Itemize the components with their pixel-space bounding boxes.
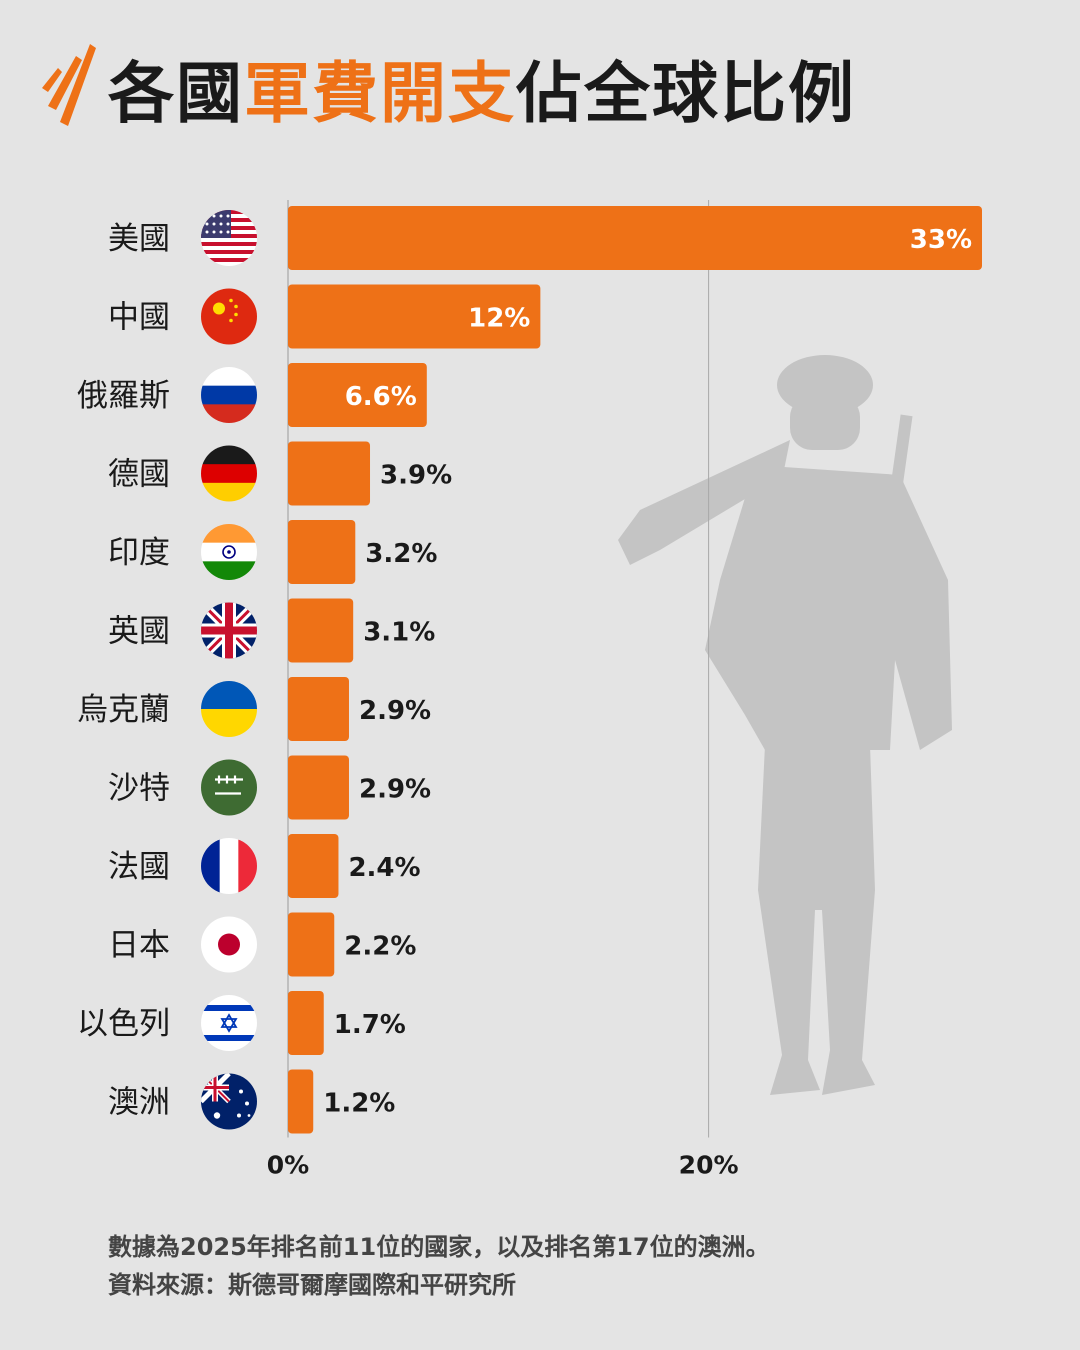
bar-chart: 美國 33% 中國 12% 俄羅斯 6.6% 德國 3.9% 印度 3.2% 英國 3.1% 烏克蘭 2.… xyxy=(77,200,982,1180)
bar xyxy=(288,991,324,1055)
china-flag-icon xyxy=(201,288,257,345)
value-label: 6.6% xyxy=(345,382,417,412)
bar xyxy=(288,1069,314,1134)
value-label: 3.1% xyxy=(363,618,435,648)
bar xyxy=(288,284,541,349)
category-label: 日本 xyxy=(108,928,170,964)
title-highlight: 軍費開支 xyxy=(244,55,516,132)
title-part1: 各國 xyxy=(108,55,244,132)
category-label: 英國 xyxy=(108,614,170,650)
bars-group: 美國 33% 中國 12% 俄羅斯 6.6% 德國 3.9% 印度 3.2% 英國 3.1% 烏克蘭 2.… xyxy=(77,206,982,1134)
value-label: 2.4% xyxy=(348,853,420,883)
bar-row: 中國 12% xyxy=(108,284,541,349)
bar-row: 英國 3.1% xyxy=(108,598,435,663)
ukraine-flag-icon xyxy=(201,681,257,737)
page-title: 各國軍費開支佔全球比例 xyxy=(108,55,856,132)
germany-flag-icon xyxy=(201,445,257,502)
bar xyxy=(288,834,339,898)
category-label: 印度 xyxy=(108,535,170,571)
bar xyxy=(288,520,356,584)
india-flag-icon xyxy=(201,524,257,580)
us-flag-icon xyxy=(201,210,257,266)
bar-row: 法國 2.4% xyxy=(108,834,421,898)
uk-flag-icon xyxy=(201,602,257,659)
bar-row: 美國 33% xyxy=(108,206,982,270)
title-part2: 佔全球比例 xyxy=(516,55,856,132)
bar xyxy=(288,755,349,820)
israel-flag-icon xyxy=(201,995,257,1051)
russia-flag-icon xyxy=(201,367,257,423)
australia-flag-icon xyxy=(201,1073,257,1130)
soldier-silhouette xyxy=(618,355,952,1095)
category-label: 烏克蘭 xyxy=(77,692,170,728)
france-flag-icon xyxy=(201,838,257,894)
x-tick-label: 0% xyxy=(267,1151,309,1180)
bar-row: 印度 3.2% xyxy=(108,520,437,584)
grid-lines xyxy=(287,200,710,1138)
bar xyxy=(288,206,982,270)
bar xyxy=(288,677,349,741)
category-label: 澳洲 xyxy=(108,1085,170,1121)
bar-row: 俄羅斯 6.6% xyxy=(77,363,427,427)
value-label: 2.2% xyxy=(344,932,416,962)
category-label: 法國 xyxy=(108,849,170,885)
category-label: 美國 xyxy=(108,221,170,257)
bar xyxy=(288,912,335,977)
bar-row: 以色列 1.7% xyxy=(77,991,406,1055)
value-label: 12% xyxy=(468,304,530,334)
bar xyxy=(288,441,371,506)
bar xyxy=(288,598,354,663)
category-label: 沙特 xyxy=(108,771,170,807)
bar xyxy=(288,363,427,427)
category-label: 俄羅斯 xyxy=(77,378,170,414)
value-label: 2.9% xyxy=(359,696,431,726)
value-label: 2.9% xyxy=(359,775,431,805)
bar-row: 澳洲 1.2% xyxy=(108,1069,395,1134)
value-label: 3.9% xyxy=(380,461,452,491)
saudi-flag-icon xyxy=(201,759,257,816)
value-label: 3.2% xyxy=(365,539,437,569)
japan-flag-icon xyxy=(201,916,257,973)
category-label: 中國 xyxy=(108,300,170,336)
footnote-source: 資料來源：斯德哥爾摩國際和平研究所 xyxy=(108,1271,516,1299)
x-axis-ticks: 0% 20% xyxy=(267,1151,739,1180)
category-label: 德國 xyxy=(108,457,170,493)
footnote: 數據為2025年排名前11位的國家，以及排名第17位的澳洲。 資料來源：斯德哥爾… xyxy=(108,1228,770,1304)
footnote-line1: 數據為2025年排名前11位的國家，以及排名第17位的澳洲。 xyxy=(108,1233,770,1261)
sbs-logo-icon xyxy=(42,44,96,126)
bar-row: 德國 3.9% xyxy=(108,441,452,506)
bar-row: 日本 2.2% xyxy=(108,912,416,977)
bar-row: 沙特 2.9% xyxy=(108,755,431,820)
value-label: 33% xyxy=(910,225,972,255)
category-label: 以色列 xyxy=(77,1006,170,1042)
bar-row: 烏克蘭 2.9% xyxy=(77,677,431,741)
value-label: 1.7% xyxy=(334,1010,406,1040)
value-label: 1.2% xyxy=(323,1089,395,1119)
x-tick-label: 20% xyxy=(679,1151,739,1180)
